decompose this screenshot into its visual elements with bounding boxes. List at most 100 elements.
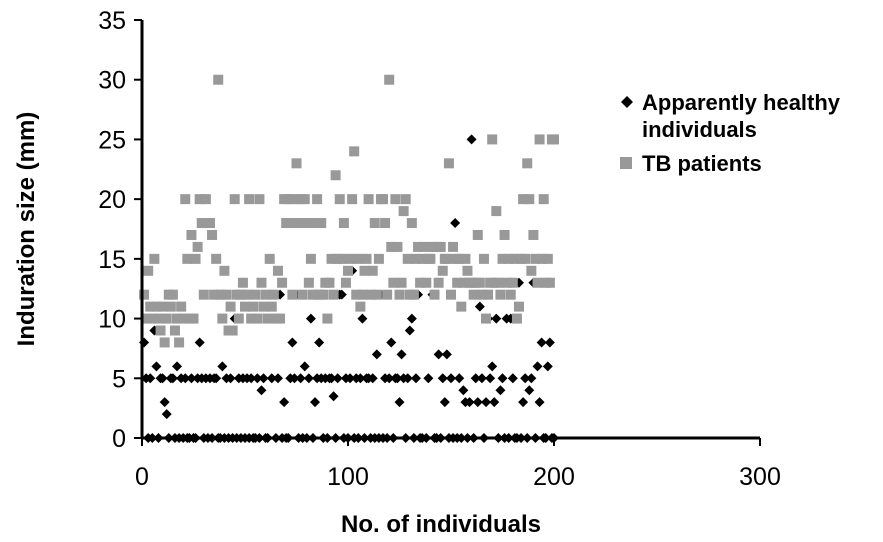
healthy-individual-point: [151, 361, 162, 372]
healthy-individual-point: [464, 397, 475, 408]
tb-patient-point: [538, 194, 549, 205]
tb-patient-point: [355, 301, 366, 312]
tb-patient-point: [388, 277, 399, 288]
tb-patient-point: [211, 253, 222, 264]
healthy-individual-point: [402, 373, 413, 384]
tb-patient-point: [190, 253, 201, 264]
tb-patient-point: [483, 289, 494, 300]
healthy-individual-point: [454, 373, 465, 384]
tb-patient-point: [330, 170, 341, 181]
healthy-individual-point: [357, 313, 368, 324]
tb-patient-point: [443, 158, 454, 169]
tb-patient-point: [182, 253, 193, 264]
legend-marker-tb: [620, 157, 632, 169]
y-tick-label: 35: [98, 7, 126, 35]
tb-patient-point: [371, 289, 382, 300]
y-tick-label: 20: [98, 186, 126, 214]
tb-patient-point: [250, 289, 261, 300]
tb-patient-point: [277, 277, 288, 288]
y-tick-label: 10: [98, 306, 126, 334]
y-axis-title: Induration size (mm): [13, 112, 40, 347]
data-points: [139, 74, 559, 443]
tb-patient-point: [347, 194, 358, 205]
healthy-individual-point: [328, 391, 339, 402]
tb-patient-point: [511, 313, 522, 324]
tb-patient-point: [468, 289, 479, 300]
tb-patient-point: [408, 289, 419, 300]
tb-patient-point: [221, 289, 232, 300]
tb-patient-point: [481, 313, 492, 324]
tb-patient-point: [266, 301, 277, 312]
tb-patient-point: [188, 313, 199, 324]
healthy-individual-point: [167, 373, 178, 384]
healthy-individual-point: [458, 385, 469, 396]
tb-patient-point: [536, 253, 547, 264]
y-axis-ticks: 0 5 10 15 20 25 30 35: [98, 7, 142, 453]
tb-patient-point: [147, 313, 158, 324]
healthy-individual-point: [295, 373, 306, 384]
tb-patient-point: [491, 206, 502, 217]
tb-patient-point: [518, 194, 529, 205]
tb-patient-point: [474, 277, 485, 288]
tb-patient-point: [509, 253, 520, 264]
healthy-individual-point: [336, 289, 347, 300]
tb-patient-point: [365, 289, 376, 300]
tb-patient-point: [268, 289, 279, 300]
tb-patient-point: [174, 337, 185, 348]
tb-patient-point: [237, 277, 248, 288]
legend-label-healthy-line1: Apparently healthy: [642, 90, 841, 115]
tb-patient-point: [460, 253, 471, 264]
tb-patient-point: [326, 253, 337, 264]
tb-patient-point: [293, 218, 304, 229]
tb-patient-point: [215, 289, 226, 300]
healthy-individual-point: [524, 385, 535, 396]
tb-patient-point: [406, 218, 417, 229]
tb-patient-point: [260, 289, 271, 300]
tb-patient-point: [229, 194, 240, 205]
tb-patient-point: [359, 265, 370, 276]
tb-patient-point: [254, 194, 265, 205]
healthy-individual-point: [367, 373, 378, 384]
tb-patient-point: [462, 265, 473, 276]
tb-patient-point: [499, 229, 510, 240]
healthy-individual-point: [491, 313, 502, 324]
x-tick-label: 100: [327, 463, 369, 491]
tb-patient-point: [227, 325, 238, 336]
tb-patient-point: [501, 277, 512, 288]
healthy-individual-point: [186, 373, 197, 384]
tb-patient-point: [507, 277, 518, 288]
tb-patient-point: [316, 218, 327, 229]
tb-patient-point: [204, 218, 215, 229]
healthy-individual-point: [507, 373, 518, 384]
tb-patient-point: [312, 194, 323, 205]
tb-patient-point: [526, 265, 537, 276]
tb-patient-point: [324, 277, 335, 288]
tb-patient-point: [425, 253, 436, 264]
tb-patient-point: [225, 301, 236, 312]
tb-patient-point: [503, 253, 514, 264]
healthy-individual-point: [159, 397, 170, 408]
healthy-individual-point: [246, 373, 257, 384]
healthy-individual-point: [384, 373, 395, 384]
tb-patient-point: [252, 313, 263, 324]
tb-patient-point: [301, 218, 312, 229]
healthy-individual-point: [326, 373, 337, 384]
tb-patient-point: [178, 313, 189, 324]
healthy-individual-point: [256, 385, 267, 396]
tb-patient-point: [233, 313, 244, 324]
healthy-individual-point: [180, 373, 191, 384]
tb-patient-point: [400, 194, 411, 205]
tb-patient-point: [505, 289, 516, 300]
tb-patient-point: [141, 313, 152, 324]
tb-patient-point: [192, 241, 203, 252]
tb-patient-point: [419, 241, 430, 252]
tb-patient-point: [380, 218, 391, 229]
tb-patient-point: [169, 325, 180, 336]
x-tick-label: 200: [533, 463, 575, 491]
healthy-individual-point: [303, 373, 314, 384]
healthy-individual-point: [310, 397, 321, 408]
tb-patient-point: [336, 253, 347, 264]
tb-patient-point: [303, 277, 314, 288]
x-axis-ticks: 0 100 200 300: [135, 438, 781, 491]
y-tick-label: 5: [112, 365, 126, 393]
